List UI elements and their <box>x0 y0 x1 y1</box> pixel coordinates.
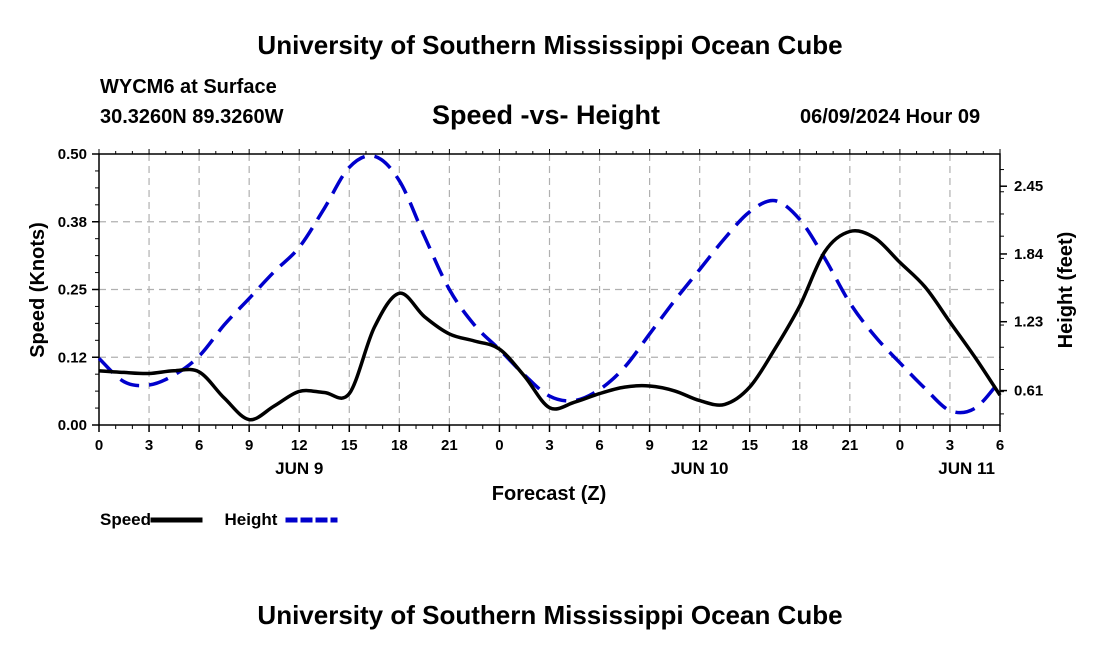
footer-title: University of Southern Mississippi Ocean… <box>257 600 843 630</box>
x-axis-label: Forecast (Z) <box>492 483 606 505</box>
x-tick-label: 3 <box>545 437 553 454</box>
x-tick-label: 9 <box>245 437 253 454</box>
y2-tick-label: 1.84 <box>1014 246 1044 263</box>
x-tick-label: 3 <box>145 437 153 454</box>
day-label: JUN 11 <box>938 459 995 478</box>
y-tick-label: 0.50 <box>58 146 87 163</box>
axis-layer: 0 3 6 9 12 15 18 21 0 3 6 9 12 15 18 21 0 3 6 JUN 9 JUN 10 JU… <box>58 146 1044 478</box>
x-tick-label: 0 <box>896 437 904 454</box>
legend: Speed Height <box>100 510 338 529</box>
x-tick-label: 0 <box>95 437 103 454</box>
x-tick-label: 12 <box>291 437 308 454</box>
y2-tick-label: 2.45 <box>1014 178 1043 195</box>
x-tick-label: 6 <box>996 437 1004 454</box>
station-name: WYCM6 at Surface <box>100 76 277 98</box>
series-layer <box>97 153 1002 422</box>
x-tick-label: 15 <box>341 437 358 454</box>
speed-series-line <box>98 229 1002 422</box>
x-tick-label: 21 <box>841 437 858 454</box>
x-tick-label: 6 <box>595 437 603 454</box>
y-axis-label: Speed (Knots) <box>27 222 49 358</box>
day-label: JUN 10 <box>671 459 729 478</box>
x-tick-label: 0 <box>495 437 503 454</box>
x-tick-label: 15 <box>741 437 758 454</box>
y2-tick-label: 0.61 <box>1014 383 1043 400</box>
legend-label-height: Height <box>225 510 278 529</box>
x-tick-label: 18 <box>791 437 808 454</box>
x-tick-label: 21 <box>441 437 458 454</box>
height-series-line <box>97 153 1002 415</box>
x-tick-label: 6 <box>195 437 203 454</box>
grid-layer <box>99 154 1000 425</box>
chart-title: Speed -vs- Height <box>432 100 661 130</box>
x-tick-label: 3 <box>946 437 954 454</box>
y-tick-label: 0.00 <box>58 417 87 434</box>
forecast-date: 06/09/2024 Hour 09 <box>800 106 981 128</box>
y-tick-label: 0.25 <box>58 282 87 299</box>
y2-tick-label: 1.23 <box>1014 314 1043 331</box>
x-tick-label: 18 <box>391 437 408 454</box>
y2-axis-label: Height (feet) <box>1055 232 1077 349</box>
x-tick-label: 12 <box>691 437 708 454</box>
x-tick-label: 9 <box>645 437 653 454</box>
legend-label-speed: Speed <box>100 510 151 529</box>
station-coordinates: 30.3260N 89.3260W <box>100 106 284 128</box>
main-title: University of Southern Mississippi Ocean… <box>257 30 843 60</box>
y-tick-label: 0.12 <box>58 349 87 366</box>
day-label: JUN 9 <box>275 459 323 478</box>
y-tick-label: 0.38 <box>58 214 87 231</box>
